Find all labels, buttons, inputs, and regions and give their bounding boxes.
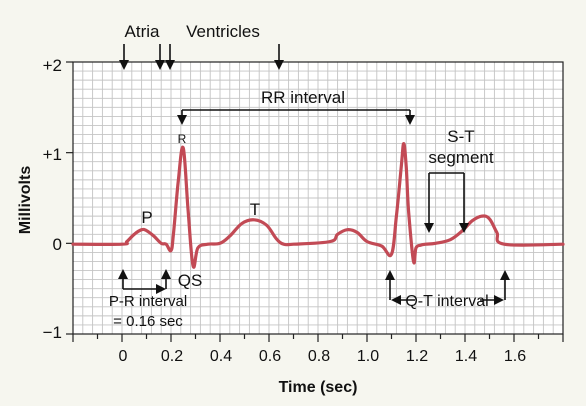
arrowhead	[500, 270, 510, 280]
x-tick-label: 1.2	[406, 348, 428, 365]
y-tick-label: 0	[53, 235, 62, 254]
arrowhead	[155, 60, 165, 70]
x-tick-label: 0.8	[308, 348, 330, 365]
pr-interval-label-line1: P-R interval	[109, 293, 187, 310]
pr-interval-label-line2: = 0.16 sec	[113, 313, 183, 330]
qs-label: QS	[178, 271, 203, 290]
y-tick-label: +1	[43, 145, 62, 164]
x-tick-label: 0.2	[161, 348, 183, 365]
x-tick-label: 1.0	[357, 348, 379, 365]
atria-label: Atria	[125, 22, 161, 41]
arrowhead	[459, 223, 469, 233]
x-tick-label: 1.6	[504, 348, 526, 365]
arrowhead	[274, 60, 284, 70]
st-segment-label-line1: S-T	[447, 127, 474, 146]
ecg-trace	[71, 142, 565, 269]
x-tick-label: 1.4	[455, 348, 477, 365]
arrowhead	[119, 60, 129, 70]
x-tick-label: 0.6	[259, 348, 281, 365]
rr-interval-label: RR interval	[261, 88, 345, 107]
arrowhead	[405, 115, 415, 125]
arrowhead	[161, 269, 171, 279]
annotation-arrows	[118, 44, 510, 305]
r-wave-label: R	[178, 132, 187, 146]
y-axis-title: Millivolts	[17, 166, 34, 235]
arrowhead	[391, 295, 401, 305]
ventricles-label: Ventricles	[186, 22, 260, 41]
y-tick-label: −1	[43, 323, 62, 342]
y-tick-label: +2	[43, 56, 62, 75]
arrowhead	[156, 284, 166, 294]
t-wave-label: T	[250, 200, 260, 219]
arrowhead	[494, 295, 504, 305]
x-tick-label: 0.4	[210, 348, 232, 365]
arrowhead	[118, 269, 128, 279]
arrowhead	[424, 223, 434, 233]
x-tick-label: 0	[119, 348, 128, 365]
arrowhead	[165, 60, 175, 70]
arrowhead	[177, 115, 187, 125]
arrowhead	[385, 270, 395, 280]
p-wave-label: P	[141, 208, 152, 227]
x-axis-title: Time (sec)	[279, 379, 358, 396]
plot-frame	[72, 61, 564, 335]
qt-interval-label: Q-T interval	[405, 293, 488, 310]
st-segment-label-line2: segment	[428, 148, 493, 167]
